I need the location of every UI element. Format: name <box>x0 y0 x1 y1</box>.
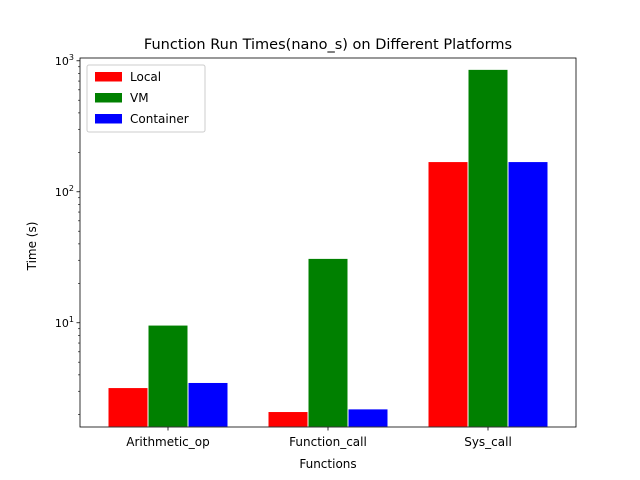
x-axis-label: Functions <box>299 457 356 471</box>
bar-vm-arithmetic-op <box>147 324 189 428</box>
y-tick-label-base: 10 <box>55 317 69 330</box>
x-tick-label: Arithmetic_op <box>126 435 209 449</box>
bar-local-arithmetic-op <box>107 387 149 428</box>
legend-label-local: Local <box>130 70 161 84</box>
x-tick-label: Sys_call <box>464 435 512 449</box>
y-tick-label-exponent: 2 <box>69 184 74 193</box>
y-tick-label: 102 <box>55 184 74 199</box>
bar-local-function-call <box>267 411 309 428</box>
y-tick-label-exponent: 3 <box>69 53 74 62</box>
legend-swatch-local <box>95 72 122 82</box>
bar-local-sys-call <box>427 161 469 428</box>
y-axis-label: Time (s) <box>25 222 39 272</box>
bar-vm-function-call <box>307 257 349 428</box>
y-tick-label-base: 10 <box>55 186 69 199</box>
y-tick-label-base: 10 <box>55 55 69 68</box>
legend-swatch-vm <box>95 93 122 103</box>
y-tick-label: 101 <box>55 315 74 330</box>
chart-title: Function Run Times(nano_s) on Different … <box>144 37 512 53</box>
plot-frame <box>79 57 577 428</box>
bar-container-sys-call <box>507 161 549 428</box>
legend-label-container: Container <box>130 112 189 126</box>
bar-container-function-call <box>347 408 389 428</box>
bar-container-arithmetic-op <box>187 381 229 428</box>
x-tick-label: Function_call <box>289 435 367 449</box>
bar-vm-sys-call <box>467 68 509 428</box>
y-tick-label-exponent: 1 <box>69 315 74 324</box>
y-tick-label: 103 <box>55 53 74 68</box>
legend-label-vm: VM <box>130 91 149 105</box>
legend-swatch-container <box>95 114 122 124</box>
